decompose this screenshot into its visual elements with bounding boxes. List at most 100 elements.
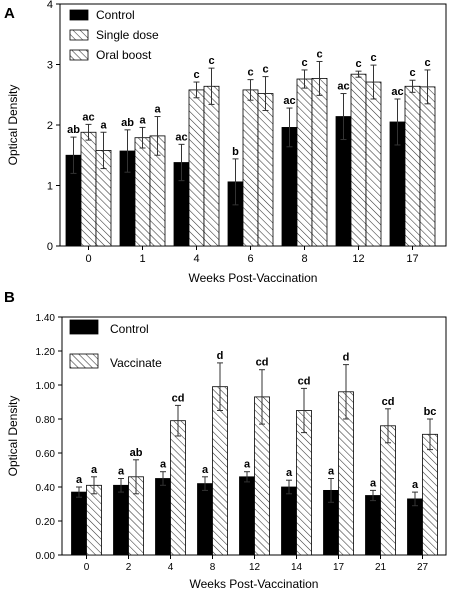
significance-label: a [244,459,251,471]
bar [350,73,367,247]
bar [239,476,255,556]
y-tick-label: 0.80 [36,415,56,426]
legend-swatch [69,9,89,21]
bar [113,484,129,556]
significance-label: a [160,459,167,471]
bar [419,86,436,247]
significance-label: a [286,467,293,479]
x-tick-label: 8 [301,253,307,265]
bar [404,85,421,247]
significance-label: a [100,119,107,131]
significance-label: cd [172,392,185,404]
significance-label: a [118,466,125,478]
y-tick-label: 1.00 [36,381,56,392]
y-tick-label: 0.20 [36,517,56,528]
bar [281,486,297,556]
x-tick-label: 6 [247,253,253,265]
legend-swatch [69,353,99,369]
y-tick-label: 1 [47,181,53,193]
significance-label: c [370,52,376,64]
x-axis-label: Weeks Post-Vaccination [190,577,319,591]
legend-label: Control [110,322,149,336]
significance-label: c [247,67,253,79]
y-tick-label: 1.40 [36,313,56,324]
significance-label: ac [175,131,187,143]
bar [365,495,381,556]
x-tick-label: 8 [210,562,216,573]
significance-label: cd [256,357,269,369]
significance-label: a [370,477,377,489]
bar [422,433,438,556]
significance-label: c [424,57,430,69]
significance-label: ac [283,95,295,107]
x-tick-label: 4 [168,562,174,573]
bar [134,137,151,247]
y-axis-label: Optical Density [6,85,20,166]
significance-label: c [193,69,199,81]
bar [188,89,205,247]
x-tick-label: 4 [193,253,199,265]
y-tick-label: 2 [47,120,53,132]
x-tick-label: 12 [249,562,261,573]
y-axis-label: Optical Density [6,396,20,477]
legend-swatch [69,319,99,335]
bar [86,484,102,556]
legend-swatch [69,29,89,41]
panel-label: A [4,5,15,22]
significance-label: cd [382,396,395,408]
bar [257,93,274,247]
legend-label: Control [96,8,135,22]
significance-label: ac [391,86,403,98]
significance-label: d [217,350,224,362]
bar [380,425,396,556]
legend-label: Vaccinate [110,356,162,370]
significance-label: a [139,114,146,126]
legend-swatch [69,49,89,61]
bar [407,498,423,556]
significance-label: cd [298,375,311,387]
bar [311,78,328,247]
x-tick-label: 1 [139,253,145,265]
significance-label: c [301,57,307,69]
x-tick-label: 17 [333,562,345,573]
x-axis-label: Weeks Post-Vaccination [189,271,318,285]
significance-label: ac [82,111,94,123]
bar [71,491,87,556]
bar [155,478,171,556]
x-tick-label: 17 [406,253,418,265]
significance-label: a [91,464,98,476]
significance-label: a [154,104,161,116]
significance-label: a [412,479,419,491]
y-tick-label: 0.40 [36,483,56,494]
significance-label: bc [424,406,437,418]
x-tick-label: 0 [84,562,90,573]
x-tick-label: 0 [85,253,91,265]
significance-label: b [232,146,239,158]
bar [197,483,213,556]
significance-label: c [409,67,415,79]
significance-label: c [355,58,361,70]
significance-label: a [202,464,209,476]
legend-label: Oral boost [96,48,152,62]
y-tick-label: 0 [47,241,53,253]
bar [212,386,228,556]
significance-label: c [208,55,214,67]
y-tick-label: 0.60 [36,449,56,460]
bar [296,78,313,247]
significance-label: d [343,352,350,364]
bar [170,420,186,556]
significance-label: c [316,48,322,60]
bar [242,89,259,247]
x-tick-label: 21 [375,562,387,573]
significance-label: a [328,466,335,478]
x-tick-label: 2 [126,562,132,573]
significance-label: ab [130,447,143,459]
y-tick-label: 3 [47,60,53,72]
significance-label: ac [337,81,349,93]
x-tick-label: 14 [291,562,303,573]
bar [203,85,220,247]
significance-label: ab [67,124,80,136]
x-tick-label: 27 [417,562,429,573]
